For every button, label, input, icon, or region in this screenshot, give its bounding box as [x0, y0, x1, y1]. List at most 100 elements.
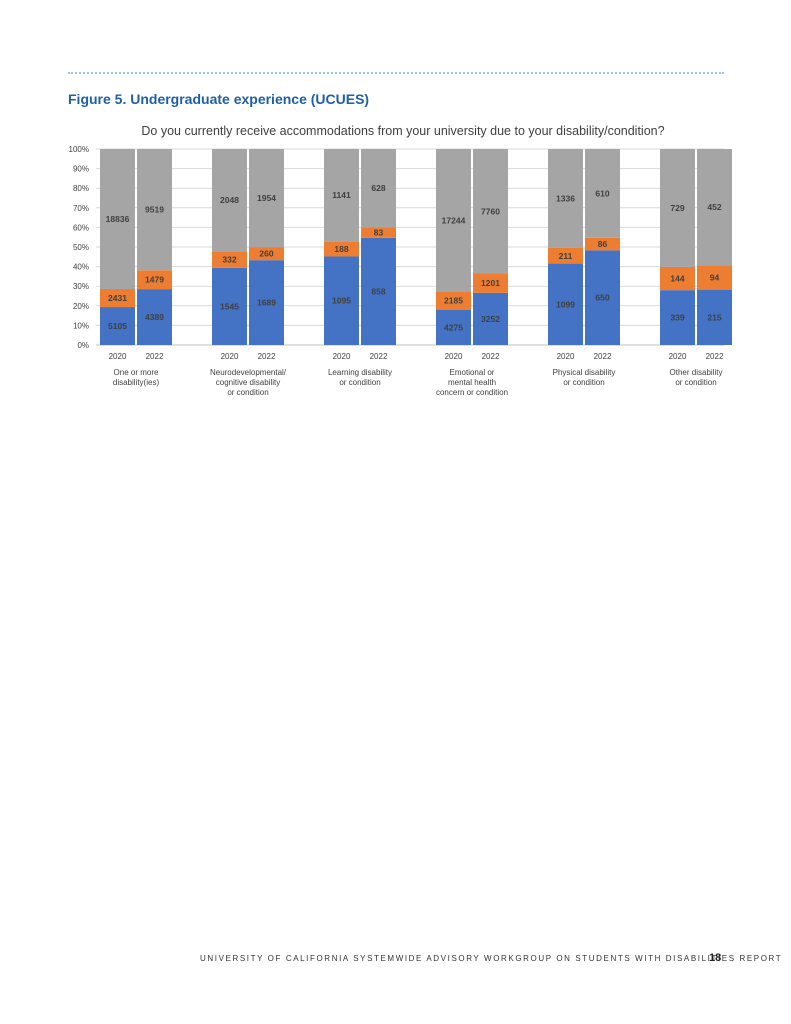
y-tick-label: 10%	[73, 321, 89, 330]
stacked-bar-chart: Do you currently receive accommodations …	[69, 124, 732, 397]
x-tick-year: 2022	[258, 352, 276, 361]
bar-segment	[473, 149, 508, 274]
x-tick-year: 2020	[109, 352, 127, 361]
data-label: 729	[670, 203, 684, 213]
data-label: 188	[334, 244, 348, 254]
data-label: 18836	[106, 214, 130, 224]
bar-segment	[137, 270, 172, 290]
y-tick-label: 50%	[73, 243, 89, 252]
bar-segment	[660, 149, 695, 267]
bar-segment	[660, 266, 695, 291]
dotted-divider	[68, 72, 724, 74]
bar-segment	[212, 251, 247, 268]
data-label: 9519	[145, 205, 164, 215]
data-label: 1141	[332, 190, 351, 200]
x-tick-year: 2020	[557, 352, 575, 361]
y-tick-label: 90%	[73, 165, 89, 174]
category-label: or condition	[563, 378, 604, 387]
category-label: One or more	[114, 368, 159, 377]
y-tick-label: 0%	[77, 341, 89, 350]
data-label: 332	[222, 255, 236, 265]
data-label: 650	[595, 293, 609, 303]
data-label: 1095	[332, 296, 351, 306]
bar-segment	[137, 289, 172, 345]
data-label: 260	[259, 249, 273, 259]
x-tick-year: 2020	[669, 352, 687, 361]
data-label: 215	[707, 312, 721, 322]
bar-segment	[100, 288, 135, 308]
x-tick-year: 2020	[333, 352, 351, 361]
gridlines	[96, 148, 724, 346]
data-label: 1336	[556, 193, 575, 203]
y-tick-label: 40%	[73, 263, 89, 272]
bar-segment	[100, 307, 135, 345]
bar-segment	[585, 149, 620, 238]
bar-segment	[100, 149, 135, 289]
bar-segment	[324, 241, 359, 257]
bar-segment	[324, 256, 359, 345]
bar-segment	[436, 309, 471, 345]
x-tick-year: 2022	[706, 352, 724, 361]
category-label: or condition	[339, 378, 380, 387]
data-label: 1954	[257, 193, 276, 203]
x-tick-year: 2022	[370, 352, 388, 361]
bar-segment	[361, 227, 396, 238]
category-label: Physical disability	[553, 368, 616, 377]
bar-segment	[697, 149, 732, 266]
bar-segment	[660, 290, 695, 345]
data-label: 610	[595, 188, 609, 198]
category-label: Emotional or	[450, 368, 495, 377]
data-label: 2185	[444, 296, 463, 306]
category-label: disability(ies)	[113, 378, 160, 387]
category-label: mental health	[448, 378, 496, 387]
bar-segment	[212, 267, 247, 345]
y-tick-label: 100%	[69, 145, 89, 154]
data-label: 1479	[145, 275, 164, 285]
data-label: 211	[559, 251, 573, 261]
x-tick-year: 2022	[594, 352, 612, 361]
bar-segment	[324, 149, 359, 242]
data-label: 94	[710, 273, 720, 283]
y-tick-label: 80%	[73, 184, 89, 193]
data-label: 144	[670, 274, 684, 284]
bar-segment	[436, 291, 471, 310]
data-label: 4275	[444, 322, 463, 332]
bar-segment	[249, 247, 284, 261]
bar-segment	[436, 149, 471, 292]
bar-segment	[361, 149, 396, 228]
data-label: 628	[371, 183, 385, 193]
y-tick-label: 70%	[73, 204, 89, 213]
data-label: 86	[598, 239, 608, 249]
bar-segment	[697, 289, 732, 345]
y-tick-label: 20%	[73, 302, 89, 311]
data-label: 1099	[556, 299, 575, 309]
data-label: 17244	[442, 215, 466, 225]
data-label: 1689	[257, 298, 276, 308]
bar-segment	[548, 263, 583, 345]
y-tick-label: 30%	[73, 282, 89, 291]
bars: 5105 2431 18836 4389 1479 9519 1545 332 2048 1689…	[100, 149, 732, 345]
data-label: 4389	[145, 312, 164, 322]
page-number: 18	[709, 952, 722, 964]
bar-segment	[473, 292, 508, 345]
bar-segment	[473, 273, 508, 293]
category-label: concern or condition	[436, 388, 508, 397]
data-label: 339	[670, 313, 684, 323]
figure-title: Figure 5. Undergraduate experience (UCUE…	[68, 91, 370, 107]
bar-segment	[361, 237, 396, 345]
chart-title: Do you currently receive accommodations …	[141, 124, 664, 138]
bar-segment	[137, 149, 172, 271]
data-label: 2048	[220, 195, 239, 205]
x-tick-year: 2020	[445, 352, 463, 361]
y-tick-label: 60%	[73, 223, 89, 232]
data-label: 1201	[481, 278, 500, 288]
data-label: 5105	[108, 321, 127, 331]
category-label: Other disability	[670, 368, 723, 377]
x-tick-year: 2022	[146, 352, 164, 361]
bar-segment	[585, 250, 620, 345]
x-tick-year: 2020	[221, 352, 239, 361]
data-label: 1545	[220, 301, 239, 311]
category-label: Neurodevelopmental/	[210, 368, 287, 377]
category-label: Learning disability	[328, 368, 392, 377]
